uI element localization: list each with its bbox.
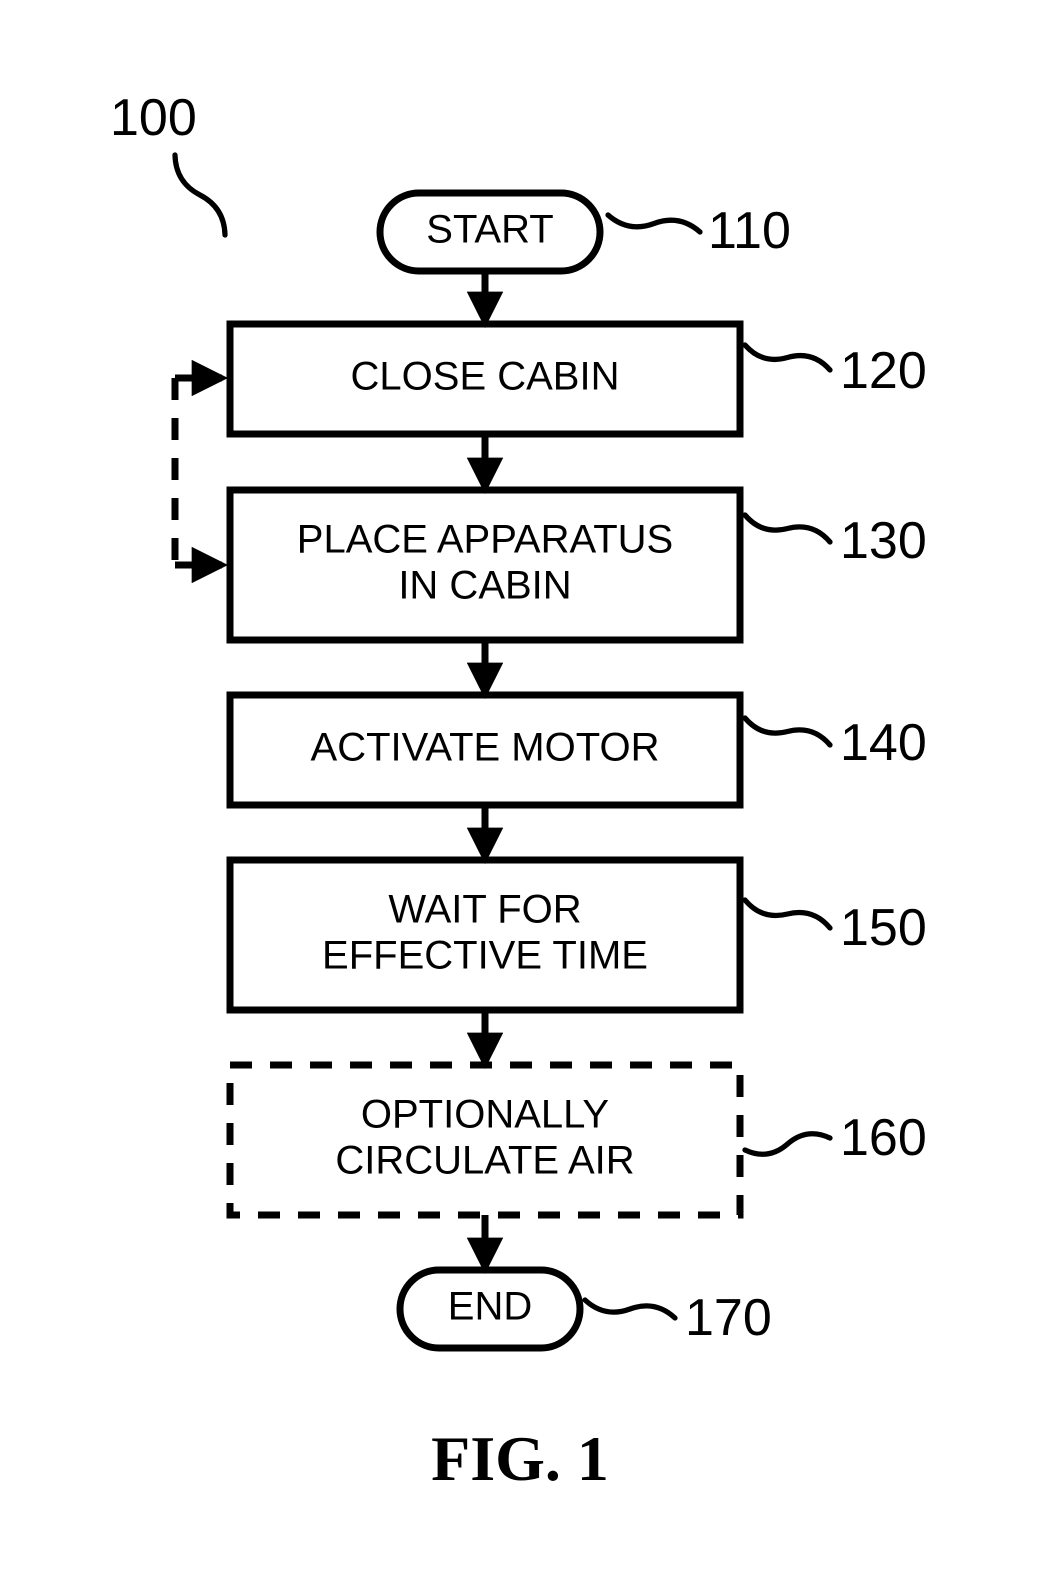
- ref-label-n100: 100: [110, 89, 197, 147]
- node-n150: WAIT FOREFFECTIVE TIME: [230, 860, 740, 1010]
- node-n160: OPTIONALLYCIRCULATE AIR: [230, 1065, 740, 1215]
- figure-caption: FIG. 1: [431, 1423, 609, 1494]
- ref-label-n120: 120: [840, 342, 927, 400]
- leader-squiggle: [745, 718, 830, 745]
- leader-squiggle: [175, 155, 225, 235]
- ref-label-n150: 150: [840, 899, 927, 957]
- ref-label-n130: 130: [840, 512, 927, 570]
- node-n130: PLACE APPARATUSIN CABIN: [230, 490, 740, 640]
- ref-label-n160: 160: [840, 1109, 927, 1167]
- node-label-n120: CLOSE CABIN: [351, 355, 620, 399]
- node-label-n140: ACTIVATE MOTOR: [311, 726, 660, 770]
- node-label-start: START: [426, 208, 553, 252]
- leader-squiggle: [745, 1134, 830, 1155]
- leader-squiggle: [745, 515, 830, 542]
- node-label-end: END: [448, 1285, 532, 1329]
- ref-label-n170: 170: [685, 1289, 772, 1347]
- node-start: START: [380, 193, 600, 271]
- ref-label-n110: 110: [708, 202, 791, 260]
- leader-squiggle: [585, 1300, 675, 1318]
- node-n140: ACTIVATE MOTOR: [230, 695, 740, 805]
- ref-label-n140: 140: [840, 714, 927, 772]
- leader-squiggle: [745, 900, 830, 928]
- flowchart: START CLOSE CABIN PLACE APPARATUSIN CABIN A…: [0, 0, 1041, 1595]
- node-end: END: [400, 1270, 580, 1348]
- leader-squiggle: [608, 215, 700, 232]
- node-n120: CLOSE CABIN: [230, 324, 740, 434]
- leader-squiggle: [745, 345, 830, 370]
